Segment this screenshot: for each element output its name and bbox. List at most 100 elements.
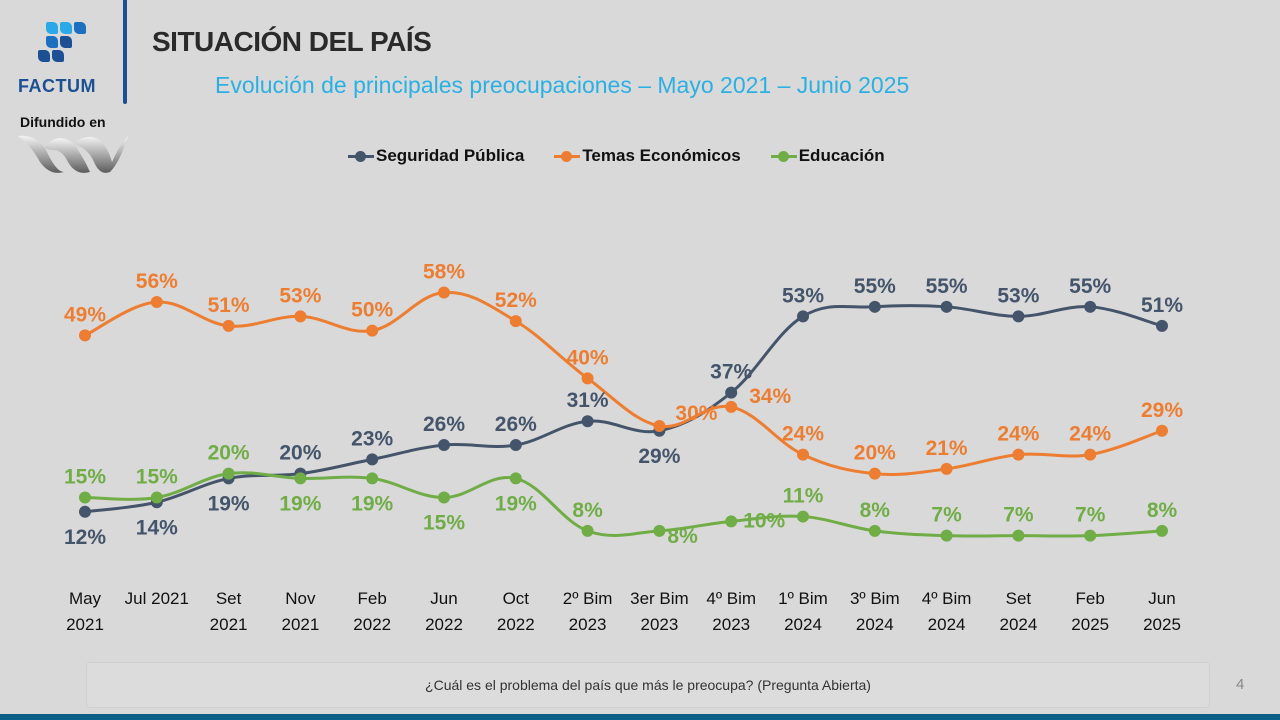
data-label-educacion: 19% bbox=[351, 492, 393, 515]
data-point-temas-economicos bbox=[1084, 448, 1097, 461]
x-tick-label-year: 2023 bbox=[640, 615, 678, 634]
data-point-temas-economicos bbox=[1012, 448, 1025, 461]
x-tick-label-year: 2022 bbox=[353, 615, 391, 634]
x-tick-label-year: 2025 bbox=[1071, 615, 1109, 634]
x-tick-label: Nov bbox=[285, 589, 316, 608]
legend-label-economicos: Temas Económicos bbox=[582, 146, 741, 165]
data-point-seguridad-publica bbox=[509, 439, 522, 452]
data-point-seguridad-publica bbox=[1012, 310, 1025, 323]
x-tick-label-year: 2021 bbox=[210, 615, 248, 634]
data-point-educacion bbox=[1156, 524, 1168, 537]
legend-item-economicos: Temas Económicos bbox=[554, 146, 741, 166]
data-point-educacion bbox=[79, 491, 91, 504]
legend-item-seguridad: Seguridad Pública bbox=[348, 146, 524, 166]
w-media-logo-icon bbox=[18, 135, 128, 173]
x-tick-label: Jul 2021 bbox=[125, 589, 189, 608]
x-tick-label: Set bbox=[1006, 589, 1032, 608]
data-point-educacion bbox=[581, 524, 594, 537]
header-divider bbox=[123, 0, 127, 104]
data-label-seguridad-publica: 20% bbox=[279, 442, 321, 465]
x-tick-label-year: 2024 bbox=[784, 615, 822, 634]
factum-logo-mark-icon bbox=[38, 22, 86, 68]
data-label-temas-economicos: 50% bbox=[351, 299, 393, 322]
data-label-educacion: 8% bbox=[1147, 499, 1178, 522]
data-point-temas-economicos bbox=[438, 286, 450, 299]
page-subtitle: Evolución de principales preocupaciones … bbox=[215, 72, 910, 98]
data-point-seguridad-publica bbox=[725, 386, 738, 399]
data-point-seguridad-publica bbox=[797, 310, 809, 323]
data-point-educacion bbox=[797, 510, 809, 523]
x-tick-label: May bbox=[69, 589, 102, 608]
data-point-temas-economicos bbox=[868, 467, 881, 480]
x-tick-label: 3º Bim bbox=[850, 589, 900, 608]
data-label-temas-economicos: 24% bbox=[997, 423, 1039, 446]
data-label-seguridad-publica: 51% bbox=[1141, 294, 1183, 317]
data-label-educacion: 8% bbox=[572, 499, 603, 522]
data-label-temas-economicos: 58% bbox=[423, 261, 465, 284]
x-tick-label: 2º Bim bbox=[563, 589, 613, 608]
legend-item-educacion: Educación bbox=[770, 146, 885, 166]
x-tick-label-year: 2025 bbox=[1143, 615, 1181, 634]
data-label-seguridad-publica: 26% bbox=[423, 413, 465, 436]
data-point-educacion bbox=[1084, 529, 1097, 542]
legend-label-educacion: Educación bbox=[798, 146, 885, 165]
data-label-temas-economicos: 34% bbox=[749, 385, 791, 408]
data-label-educacion: 19% bbox=[279, 492, 321, 515]
data-label-seguridad-publica: 53% bbox=[782, 284, 824, 307]
data-point-educacion bbox=[653, 524, 666, 537]
chart-legend: Seguridad Pública Temas Económicos Educa… bbox=[348, 146, 885, 166]
data-point-temas-economicos bbox=[509, 315, 522, 328]
x-tick-label-year: 2021 bbox=[66, 615, 104, 634]
data-label-educacion: 7% bbox=[931, 504, 962, 527]
data-point-temas-economicos bbox=[940, 462, 953, 475]
data-label-temas-economicos: 30% bbox=[675, 402, 717, 425]
x-tick-label-year: 2024 bbox=[856, 615, 894, 634]
x-tick-label: Oct bbox=[503, 589, 530, 608]
data-label-educacion: 10% bbox=[743, 509, 785, 532]
legend-label-seguridad: Seguridad Pública bbox=[376, 146, 525, 165]
data-label-seguridad-publica: 26% bbox=[495, 413, 537, 436]
data-label-seguridad-publica: 23% bbox=[351, 427, 393, 450]
data-point-educacion bbox=[438, 491, 450, 504]
data-point-seguridad-publica bbox=[438, 439, 450, 452]
data-point-educacion bbox=[509, 472, 522, 485]
data-point-educacion bbox=[150, 491, 163, 504]
data-label-temas-economicos: 51% bbox=[208, 294, 250, 317]
data-label-seguridad-publica: 55% bbox=[1069, 275, 1111, 298]
data-label-temas-economicos: 29% bbox=[1141, 399, 1183, 422]
page-number: 4 bbox=[1236, 676, 1245, 693]
legend-swatch-economicos bbox=[554, 150, 581, 162]
data-label-educacion: 15% bbox=[423, 511, 465, 534]
data-label-temas-economicos: 53% bbox=[279, 284, 321, 307]
data-point-educacion bbox=[725, 515, 738, 528]
data-point-educacion bbox=[940, 529, 953, 542]
data-point-temas-economicos bbox=[79, 329, 91, 342]
data-point-educacion bbox=[222, 467, 235, 480]
data-point-temas-economicos bbox=[581, 372, 594, 385]
data-label-educacion: 15% bbox=[136, 465, 178, 488]
x-tick-label-year: 2021 bbox=[281, 615, 319, 634]
data-label-educacion: 15% bbox=[64, 465, 106, 488]
data-point-educacion bbox=[294, 472, 307, 485]
x-tick-label-year: 2023 bbox=[712, 615, 750, 634]
data-point-educacion bbox=[366, 472, 379, 485]
x-tick-label-year: 2024 bbox=[999, 615, 1037, 634]
data-label-seguridad-publica: 29% bbox=[638, 445, 680, 468]
data-label-temas-economicos: 52% bbox=[495, 289, 537, 312]
x-tick-label: Feb bbox=[358, 589, 387, 608]
data-point-seguridad-publica bbox=[581, 415, 594, 428]
data-label-educacion: 7% bbox=[1075, 504, 1106, 527]
x-tick-label: 1º Bim bbox=[778, 589, 828, 608]
data-label-seguridad-publica: 37% bbox=[710, 361, 752, 384]
data-label-seguridad-publica: 12% bbox=[64, 526, 106, 549]
data-label-temas-economicos: 21% bbox=[926, 437, 968, 460]
data-label-temas-economicos: 24% bbox=[782, 423, 824, 446]
data-label-seguridad-publica: 14% bbox=[136, 516, 178, 539]
bottom-accent-bar bbox=[0, 714, 1280, 720]
data-point-temas-economicos bbox=[222, 319, 235, 332]
x-tick-label: Jun bbox=[1148, 589, 1175, 608]
x-tick-label: Feb bbox=[1076, 589, 1105, 608]
data-point-seguridad-publica bbox=[868, 300, 881, 313]
series-line-temas-economicos bbox=[84, 290, 1163, 476]
x-tick-label-year: 2023 bbox=[569, 615, 607, 634]
